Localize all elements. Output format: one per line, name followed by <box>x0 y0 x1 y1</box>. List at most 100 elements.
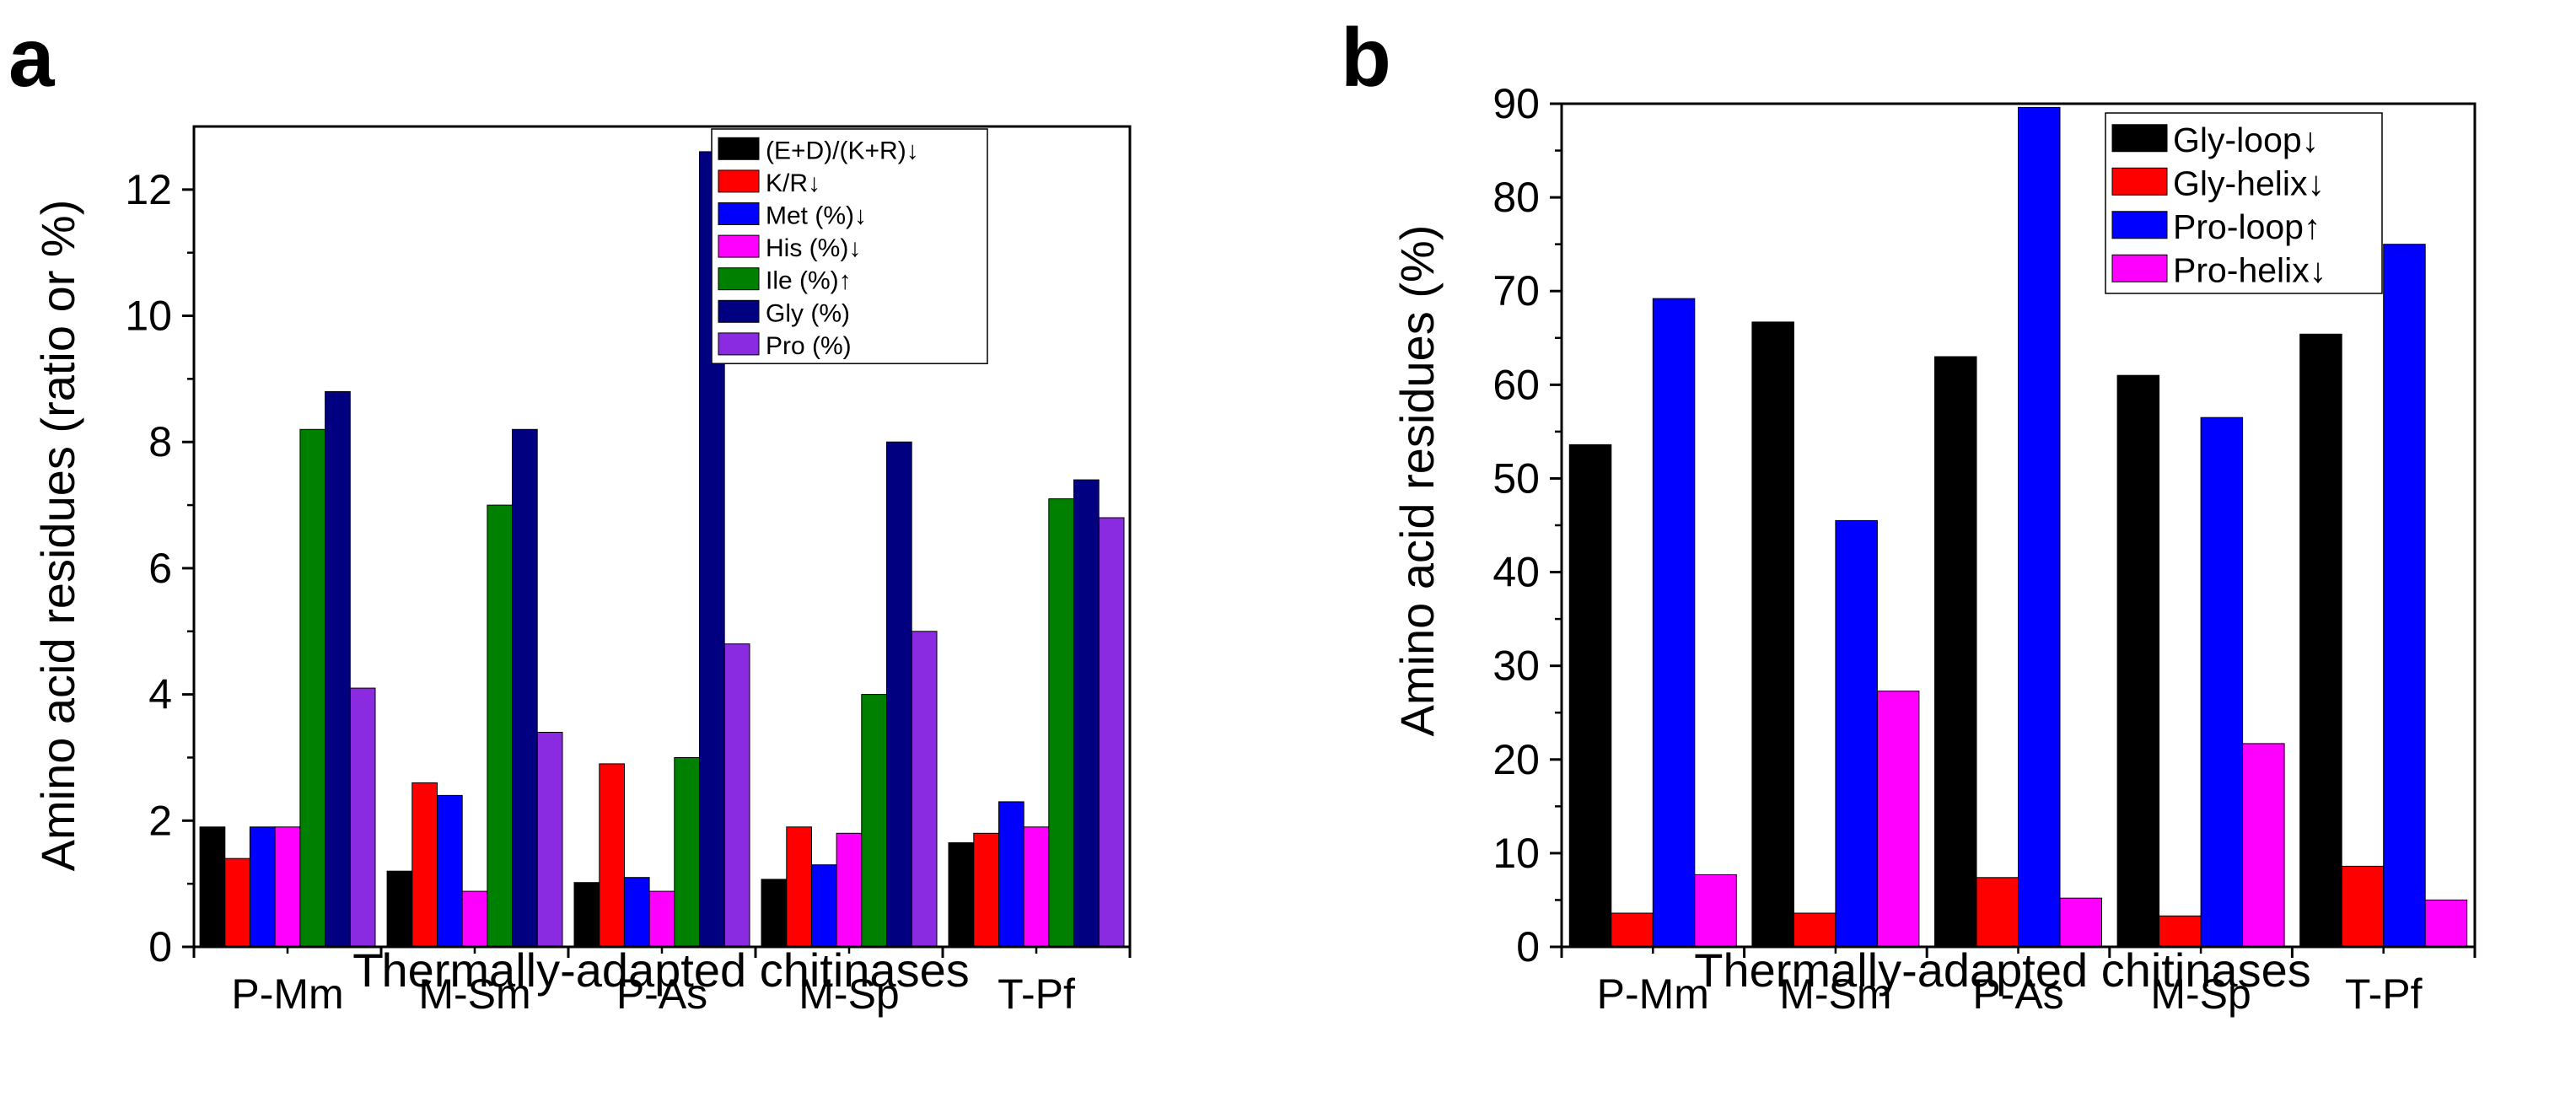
bar-b-T-Pf-3 <box>2424 899 2468 948</box>
y-tick-label-a-2: 4 <box>148 671 172 718</box>
y-tick-label-a-0: 0 <box>148 923 172 970</box>
panel-a-letter: a <box>8 11 56 104</box>
bar-a-M-Sm-3 <box>461 890 488 948</box>
bar-b-P-As-3 <box>2059 897 2102 948</box>
bar-a-P-Mm-0 <box>199 826 226 948</box>
chart-panel-a: a 0 2 4 6 8 10 12 P-Mm M-Sm P-As M-Sp T-Pf (E+D)/(K… <box>8 11 1132 1018</box>
y-tick-label-b-6: 60 <box>1492 361 1540 408</box>
x-tick-label-b-1: M-Sm <box>1779 970 1891 1018</box>
x-tick-label-b-4: T-Pf <box>2345 970 2423 1018</box>
y-tick-label-a-1: 2 <box>148 797 172 844</box>
x-tick-label-a-3: M-Sp <box>799 970 899 1018</box>
bar-a-M-Sp-5 <box>886 441 912 948</box>
legend-label-b-1: Gly-helix↓ <box>2173 164 2325 202</box>
y-tick-label-b-2: 20 <box>1492 736 1540 783</box>
y-tick-label-a-5: 10 <box>125 293 172 340</box>
legend-label-a-3: His (%)↓ <box>766 234 861 262</box>
bar-a-M-Sp-1 <box>786 826 812 948</box>
bar-b-P-As-0 <box>1934 356 1977 948</box>
panel-b-axes: 0 10 20 30 40 50 60 70 80 90 P-Mm M-Sm P-As M-Sp T-Pf <box>1492 80 2477 1018</box>
bar-a-M-Sp-4 <box>861 694 887 948</box>
y-tick-label-b-1: 10 <box>1492 830 1540 877</box>
bar-a-P-Mm-2 <box>249 826 276 948</box>
bar-a-P-Mm-5 <box>325 390 351 948</box>
panel-b-bars <box>1568 106 2468 948</box>
bar-a-P-As-2 <box>623 877 650 948</box>
x-tick-label-a-4: T-Pf <box>998 970 1075 1018</box>
legend-swatch-b-1 <box>2111 167 2168 196</box>
y-tick-label-a-4: 8 <box>148 418 172 465</box>
bar-a-M-Sp-0 <box>761 879 788 948</box>
bar-b-M-Sp-2 <box>2200 417 2244 948</box>
x-tick-label-b-3: M-Sp <box>2150 970 2251 1018</box>
bar-a-M-Sp-2 <box>810 864 837 948</box>
bar-b-M-Sm-1 <box>1793 912 1837 948</box>
bar-b-P-Mm-0 <box>1568 443 1612 948</box>
bar-a-P-As-4 <box>674 757 700 948</box>
x-tick-label-a-1: M-Sm <box>418 970 530 1018</box>
y-tick-label-a-3: 6 <box>148 545 172 592</box>
x-tick-label-a-0: P-Mm <box>231 970 343 1018</box>
panel-a-y-axis-title: Amino acid residues (ratio or %) <box>31 200 84 872</box>
bar-b-M-Sm-0 <box>1751 321 1794 948</box>
panel-b-y-axis-title: Amino acid residues (%) <box>1390 225 1444 737</box>
legend-label-b-0: Gly-loop↓ <box>2173 121 2319 159</box>
panel-a-legend: (E+D)/(K+R)↓ K/R↓ Met (%)↓ His (%)↓ Ile (%)↑… <box>711 128 988 364</box>
bar-b-T-Pf-1 <box>2341 865 2385 948</box>
bar-a-T-Pf-3 <box>1023 826 1050 948</box>
legend-swatch-a-2 <box>718 202 760 225</box>
panel-b-x-axis-title: Thermally-adapted chitinases <box>1694 943 2310 997</box>
bar-b-M-Sp-0 <box>2116 374 2160 948</box>
bar-a-M-Sm-0 <box>386 870 413 948</box>
legend-swatch-a-4 <box>718 267 760 291</box>
y-tick-label-b-0: 0 <box>1516 923 1540 970</box>
legend-swatch-b-2 <box>2111 211 2168 239</box>
bar-b-M-Sp-3 <box>2242 743 2285 948</box>
panel-a-axes: 0 2 4 6 8 10 12 P-Mm M-Sm P-As M-Sp T-Pf <box>125 125 1132 1018</box>
legend-label-a-2: Met (%)↓ <box>766 202 867 230</box>
x-tick-label-a-2: P-As <box>616 970 707 1018</box>
y-tick-label-b-3: 30 <box>1492 642 1540 690</box>
y-tick-label-b-9: 90 <box>1492 80 1540 127</box>
chart-panel-b: b 0 10 20 30 40 50 60 70 80 90 P-Mm M-Sm P-As M-Sp T-P… <box>1341 11 2477 1018</box>
bar-b-P-As-1 <box>1976 877 2019 948</box>
bar-b-P-Mm-2 <box>1652 298 1696 948</box>
bar-b-P-Mm-1 <box>1611 912 1654 948</box>
panel-b-letter: b <box>1341 11 1391 104</box>
bar-a-P-As-6 <box>723 643 750 948</box>
x-tick-label-b-0: P-Mm <box>1597 970 1709 1018</box>
bar-a-T-Pf-2 <box>998 801 1024 948</box>
bar-b-T-Pf-0 <box>2299 333 2342 948</box>
bar-a-P-Mm-3 <box>274 826 301 948</box>
legend-label-a-6: Pro (%) <box>766 332 852 360</box>
bar-a-M-Sp-6 <box>911 631 938 948</box>
bar-a-P-Mm-1 <box>224 857 250 948</box>
bar-a-M-Sm-6 <box>536 732 563 948</box>
legend-swatch-b-3 <box>2111 254 2168 282</box>
legend-swatch-a-6 <box>718 332 760 356</box>
legend-label-a-5: Gly (%) <box>766 299 850 327</box>
x-tick-label-b-2: P-As <box>1972 970 2063 1018</box>
bar-a-M-Sm-4 <box>487 504 514 948</box>
legend-label-a-0: (E+D)/(K+R)↓ <box>766 137 919 164</box>
bar-b-T-Pf-2 <box>2383 244 2426 948</box>
y-tick-label-b-7: 70 <box>1492 267 1540 314</box>
y-tick-label-b-4: 40 <box>1492 549 1540 596</box>
legend-swatch-b-0 <box>2111 124 2168 153</box>
bar-a-M-Sm-1 <box>411 782 438 948</box>
bar-a-T-Pf-5 <box>1073 479 1100 948</box>
legend-label-a-4: Ile (%)↑ <box>766 267 852 295</box>
bar-a-T-Pf-0 <box>948 842 975 948</box>
legend-label-b-3: Pro-helix↓ <box>2173 250 2326 289</box>
bar-a-T-Pf-4 <box>1048 498 1075 948</box>
bar-a-P-As-3 <box>648 890 675 948</box>
bar-a-P-Mm-6 <box>349 687 376 948</box>
panel-b-legend: Gly-loop↓ Gly-helix↓ Pro-loop↑ Pro-helix↓ <box>2105 112 2383 294</box>
legend-label-b-2: Pro-loop↑ <box>2173 207 2321 246</box>
legend-swatch-a-5 <box>718 299 760 323</box>
bar-a-M-Sm-5 <box>512 428 538 948</box>
bar-b-P-As-2 <box>2018 106 2061 948</box>
y-tick-label-b-5: 50 <box>1492 454 1540 502</box>
bar-b-M-Sm-2 <box>1835 519 1878 948</box>
